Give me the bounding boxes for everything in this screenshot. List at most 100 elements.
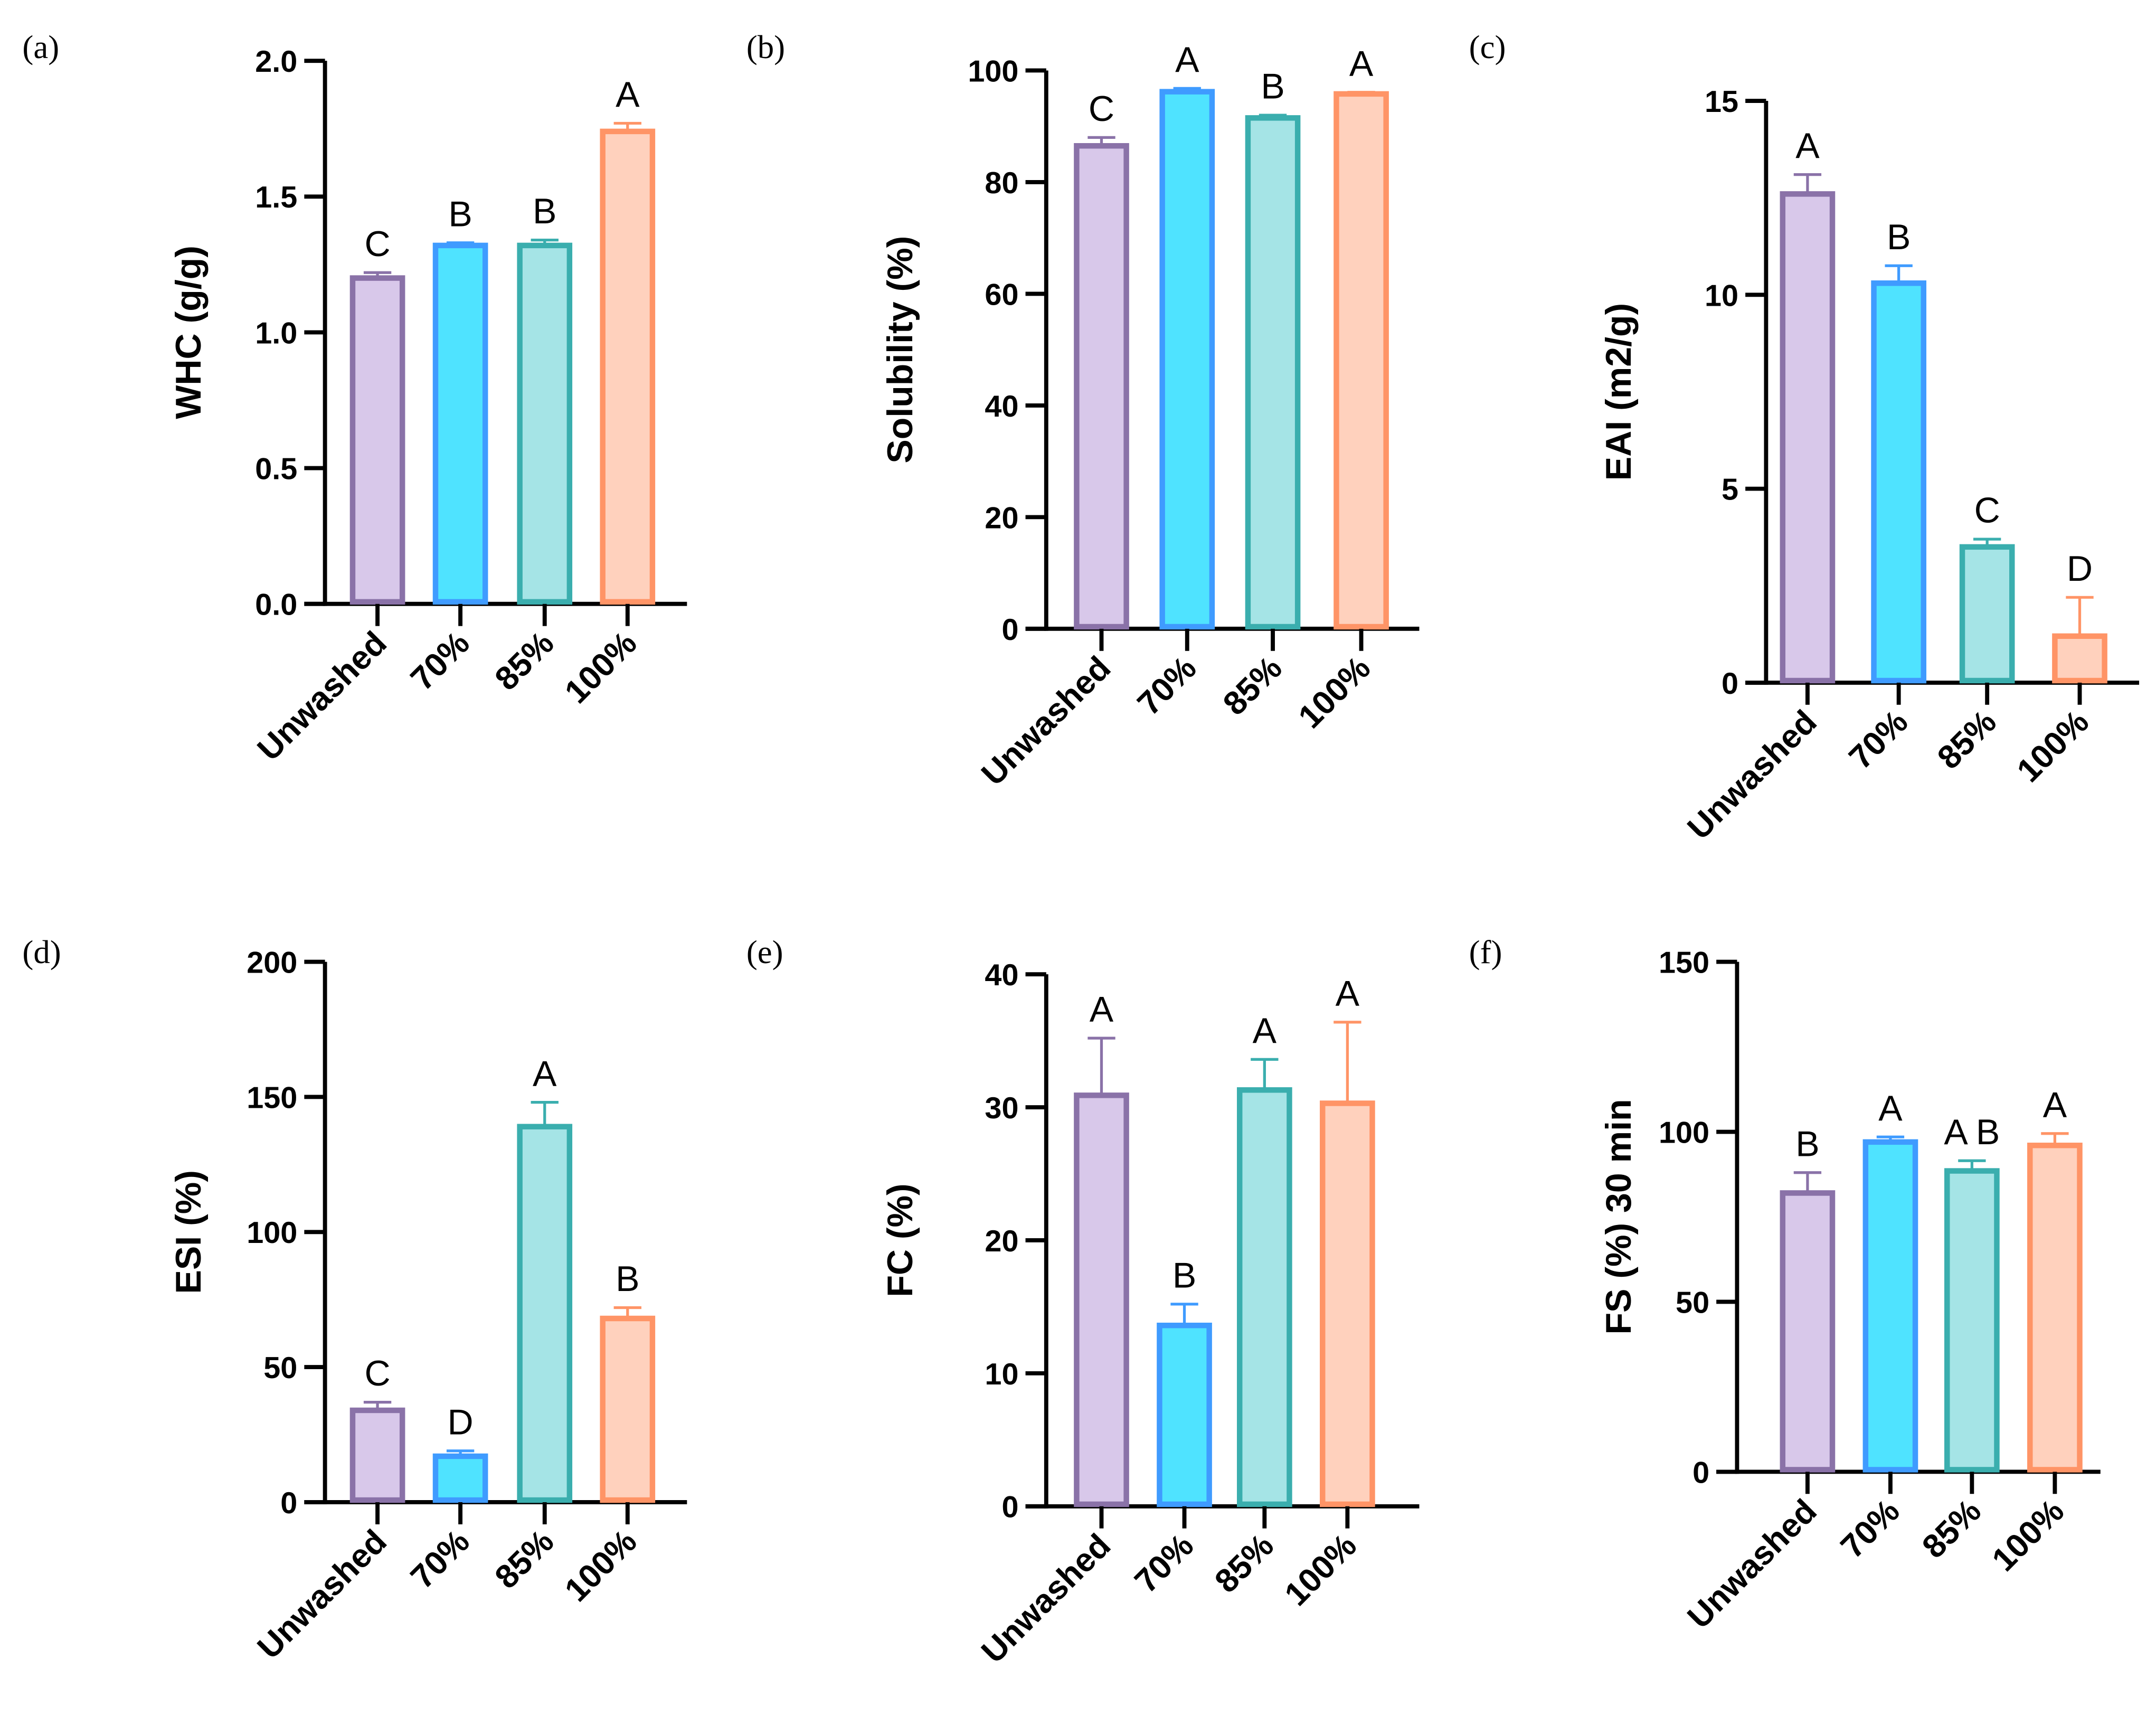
significance-letter: B <box>448 194 472 234</box>
panel-label: (b) <box>746 29 785 65</box>
y-tick-label: 20 <box>985 501 1018 535</box>
x-tick-label: 100% <box>558 625 644 711</box>
x-tick-label: 70% <box>404 1523 477 1596</box>
bar <box>1334 91 1389 630</box>
y-tick-label: 0.0 <box>255 588 297 622</box>
significance-letter: A <box>1336 973 1360 1013</box>
bar <box>1959 544 2015 684</box>
y-tick-label: 15 <box>1705 85 1738 119</box>
y-tick-label: 0 <box>1001 1491 1018 1524</box>
y-tick-label: 80 <box>985 166 1018 200</box>
chart-panel: (f) FS (%) 30 min 0 50 100 150 B Unwashed A 70% A … <box>1469 934 2101 1636</box>
x-tick-label: 70% <box>404 625 477 698</box>
x-tick-label: 85% <box>1208 1527 1281 1600</box>
y-tick-label: 0 <box>1692 1456 1709 1490</box>
significance-letter: B <box>1887 217 1911 257</box>
significance-letter: A <box>1795 126 1820 166</box>
panel-label: (e) <box>746 934 783 970</box>
bar <box>432 1453 488 1503</box>
significance-letter: C <box>1089 89 1114 129</box>
x-tick-label: 100% <box>558 1523 644 1609</box>
y-tick-label: 0 <box>280 1486 297 1520</box>
y-axis-label: ESI (%) <box>168 1170 209 1294</box>
chart-panel: (c) EAI (m2/g) 0 5 10 15 A Unwashed B 70% C 85% D 100… <box>1469 29 2140 847</box>
significance-letter: A B <box>1944 1112 2000 1152</box>
significance-letter: C <box>364 224 390 264</box>
x-tick-label: Unwashed <box>975 649 1118 793</box>
y-tick-label: 50 <box>263 1351 297 1385</box>
bar <box>1157 1322 1212 1507</box>
bar <box>1236 1087 1292 1507</box>
bar <box>349 1407 405 1503</box>
y-tick-label: 10 <box>1705 279 1738 313</box>
y-tick-label: 1.5 <box>255 181 297 214</box>
y-tick-label: 200 <box>247 946 297 980</box>
bar <box>1159 89 1215 630</box>
y-tick-label: 10 <box>985 1358 1018 1391</box>
y-axis-label: FS (%) 30 min <box>1599 1099 1639 1334</box>
significance-letter: D <box>2067 549 2093 589</box>
chart-panel: (e) FC (%) 0 10 20 30 40 A Unwashed B 70% A 85% A 100% <box>746 934 1420 1670</box>
bar <box>349 275 405 605</box>
y-tick-label: 0 <box>1001 613 1018 647</box>
x-tick-label: 70% <box>1833 1492 1906 1565</box>
bar <box>1944 1168 2000 1473</box>
bar <box>1320 1100 1375 1507</box>
x-tick-label: 85% <box>488 625 561 698</box>
y-axis-label: WHC (g/g) <box>168 246 209 419</box>
bar <box>600 128 656 605</box>
y-tick-label: 100 <box>968 54 1018 88</box>
y-tick-label: 1.0 <box>255 316 297 350</box>
bar <box>1780 191 1836 684</box>
y-tick-label: 0.5 <box>255 453 297 486</box>
bar <box>1074 1092 1129 1507</box>
chart-panel: (d) ESI (%) 0 50 100 150 200 C Unwashed D 70% A 85% B… <box>22 934 687 1666</box>
x-tick-label: 100% <box>1278 1527 1364 1613</box>
x-tick-label: 85% <box>1931 703 2003 776</box>
significance-letter: A <box>1175 40 1199 80</box>
x-tick-label: 70% <box>1842 703 1915 776</box>
y-tick-label: 2.0 <box>255 45 297 79</box>
y-tick-label: 100 <box>247 1216 297 1250</box>
x-tick-label: 85% <box>488 1523 561 1596</box>
chart-panel: (a) WHC (g/g) 0.0 0.5 1.0 1.5 2.0 C Unwashed B 70%… <box>22 29 687 768</box>
x-tick-label: 100% <box>1985 1492 2071 1578</box>
x-tick-label: Unwashed <box>975 1527 1118 1671</box>
x-tick-label: 70% <box>1128 1527 1200 1600</box>
significance-letter: B <box>1795 1124 1819 1164</box>
x-tick-label: 100% <box>1291 649 1377 736</box>
y-tick-label: 20 <box>985 1224 1018 1258</box>
y-tick-label: 0 <box>1722 667 1738 701</box>
bar <box>1780 1190 1836 1473</box>
panel-label: (a) <box>22 29 59 65</box>
significance-letter: A <box>616 74 640 115</box>
x-tick-label: Unwashed <box>250 1523 394 1666</box>
chart-panel: (b) Solubility (%) 0 20 40 60 80 100 C Unwashed A 7… <box>746 29 1420 793</box>
y-tick-label: 40 <box>985 958 1018 992</box>
y-tick-label: 40 <box>985 390 1018 423</box>
significance-letter: C <box>364 1353 390 1393</box>
significance-letter: D <box>448 1402 474 1442</box>
x-tick-label: Unwashed <box>250 625 394 768</box>
bar <box>517 242 573 605</box>
panel-label: (d) <box>22 934 61 970</box>
significance-letter: B <box>533 191 556 231</box>
y-axis-label: EAI (m2/g) <box>1599 303 1639 480</box>
significance-letter: A <box>1878 1088 1903 1128</box>
significance-letter: B <box>1172 1255 1196 1295</box>
bar <box>2052 633 2107 684</box>
bar <box>1074 143 1129 630</box>
bar <box>1245 115 1301 630</box>
significance-letter: A <box>2043 1085 2067 1125</box>
significance-letter: A <box>1090 990 1114 1030</box>
y-tick-label: 150 <box>247 1081 297 1115</box>
x-tick-label: Unwashed <box>1680 1492 1824 1636</box>
y-axis-label: FC (%) <box>880 1183 920 1297</box>
x-tick-label: Unwashed <box>1680 703 1824 847</box>
bar <box>1871 280 1926 684</box>
bar <box>2027 1143 2083 1473</box>
significance-letter: A <box>1349 43 1374 83</box>
bar <box>600 1315 656 1503</box>
bar <box>1862 1139 1918 1473</box>
